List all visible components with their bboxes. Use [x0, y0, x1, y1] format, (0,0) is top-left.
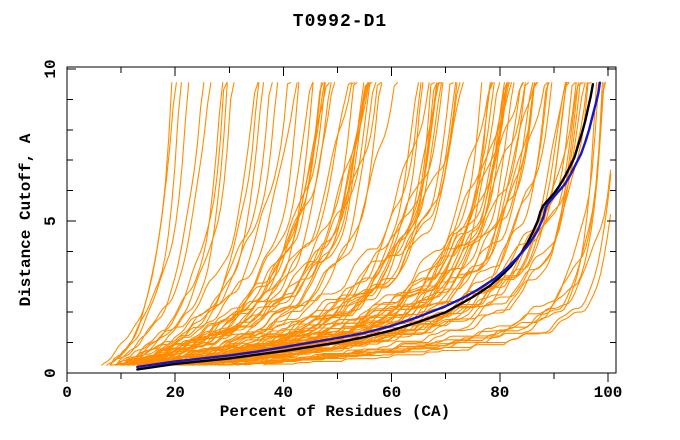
x-tick-label: 100: [594, 384, 623, 402]
server-model-curve: [110, 82, 190, 366]
x-tick-label: 60: [382, 384, 401, 402]
server-model-curve: [122, 82, 228, 366]
server-model-curve: [127, 82, 353, 366]
chart-title: T0992-D1: [292, 12, 388, 32]
server-model-curve: [263, 173, 612, 366]
server-model-curve: [122, 82, 371, 366]
server-model-curve: [120, 82, 356, 366]
y-tick-label: 0: [42, 368, 60, 378]
x-tick-label: 0: [62, 384, 72, 402]
server-model-curve: [140, 82, 369, 366]
plot-frame: [66, 66, 617, 374]
server-model-curve: [217, 82, 592, 366]
server-model-curve: [209, 82, 549, 366]
server-model-curve: [133, 82, 382, 366]
server-model-curve: [124, 82, 298, 366]
server-model-curve: [144, 82, 461, 366]
x-axis-title: Percent of Residues (CA): [219, 403, 451, 421]
server-model-curve: [106, 82, 182, 366]
server-model-curve: [245, 82, 598, 366]
server-model-curve: [109, 82, 173, 366]
server-model-curve: [123, 82, 326, 366]
server-model-curve: [119, 82, 228, 366]
server-model-curve: [186, 82, 568, 366]
best-model-black-curve: [136, 82, 595, 371]
server-model-curve: [170, 82, 435, 366]
server-model-curve: [139, 82, 430, 366]
x-tick-label: 20: [166, 384, 185, 402]
server-model-curve: [137, 82, 373, 366]
server-model-curve: [115, 82, 224, 366]
server-model-curve: [138, 82, 442, 366]
server-model-curve: [147, 82, 422, 366]
server-model-curve: [162, 82, 457, 366]
best-model-blue-curve: [136, 81, 602, 369]
server-model-curve: [115, 82, 205, 366]
server-model-curve: [154, 82, 458, 366]
server-model-curve: [218, 82, 606, 366]
server-model-curve: [109, 82, 212, 366]
y-tick-label: 5: [42, 216, 60, 226]
server-model-curve: [116, 82, 235, 366]
y-tick-label: 10: [42, 59, 60, 78]
server-model-curve: [101, 82, 177, 366]
y-axis-title: Distance Cutoff, A: [17, 133, 35, 307]
x-tick-label: 80: [490, 384, 509, 402]
x-tick-label: 40: [274, 384, 293, 402]
